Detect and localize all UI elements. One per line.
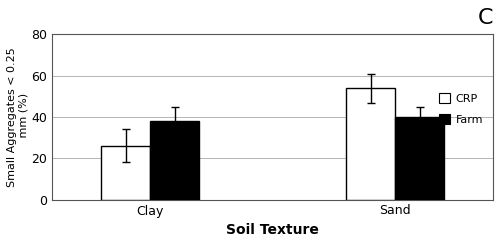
Bar [101, 146, 150, 200]
Text: C: C [478, 8, 493, 28]
Bar [346, 88, 395, 200]
Y-axis label: Small Aggregates < 0.25
 mm (%): Small Aggregates < 0.25 mm (%) [7, 47, 28, 187]
Bar [150, 121, 199, 200]
X-axis label: Soil Texture: Soil Texture [226, 223, 319, 237]
Bar [395, 117, 444, 200]
Legend: CRP, Farm: CRP, Farm [434, 89, 488, 129]
